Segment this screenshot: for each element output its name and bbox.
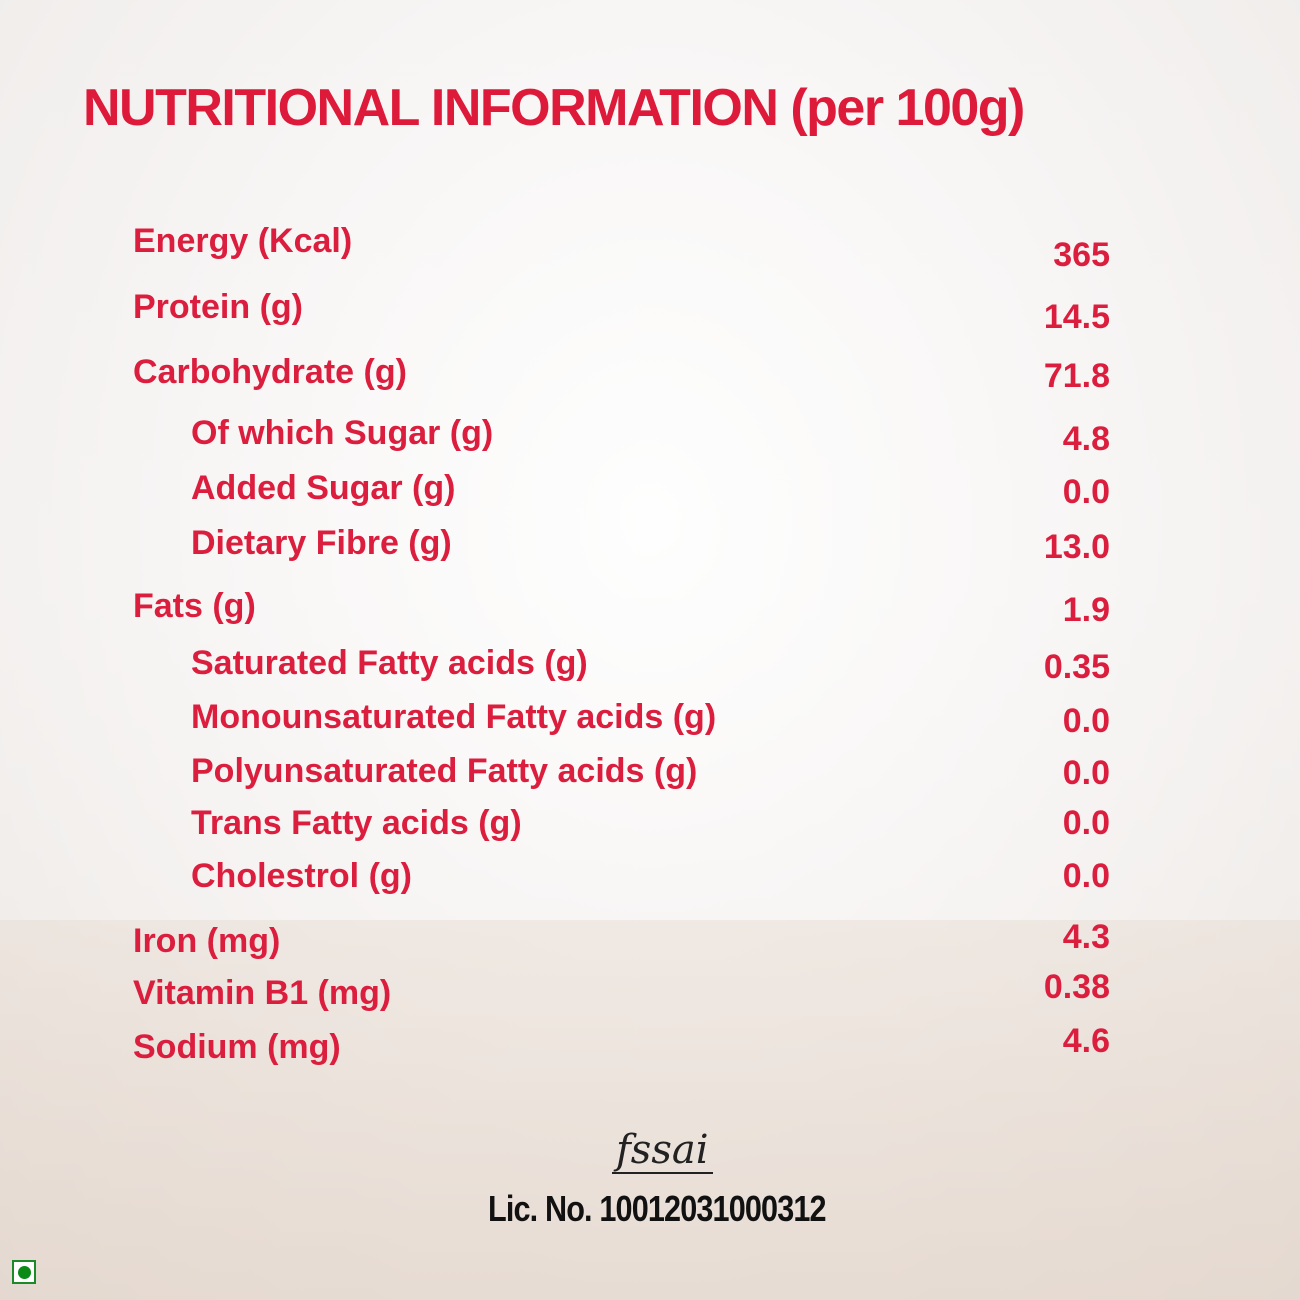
nutrient-label: Iron (mg)	[133, 922, 281, 960]
nutrient-value: 0.38	[1043, 968, 1110, 1006]
background-counter	[0, 920, 1300, 1300]
nutrient-value: 13.0	[1043, 528, 1110, 566]
nutrient-value: 14.5	[1043, 298, 1110, 336]
nutrient-value: 0.0	[1062, 857, 1110, 895]
table-row: Saturated Fatty acids (g) 0.35	[0, 644, 1300, 688]
nutrient-label: Protein (g)	[133, 288, 303, 326]
nutrient-label: Dietary Fibre (g)	[191, 524, 452, 562]
license-number: Lic. No. 10012031000312	[488, 1188, 827, 1229]
nutrient-value: 71.8	[1043, 357, 1110, 395]
table-row: Cholestrol (g) 0.0	[0, 857, 1300, 901]
nutrient-value: 4.6	[1062, 1022, 1110, 1060]
nutrient-value: 0.0	[1062, 473, 1110, 511]
table-row: Protein (g) 14.5	[0, 288, 1300, 336]
nutrient-label: Cholestrol (g)	[191, 857, 412, 895]
nutrient-label: Fats (g)	[133, 587, 256, 625]
table-row: Iron (mg) 4.3	[0, 918, 1300, 966]
nutrient-value: 0.0	[1062, 804, 1110, 842]
table-row: Vitamin B1 (mg) 0.38	[0, 968, 1300, 1018]
nutrient-label: Of which Sugar (g)	[191, 414, 494, 452]
nutrient-value: 4.3	[1062, 918, 1110, 956]
table-row: Polyunsaturated Fatty acids (g) 0.0	[0, 752, 1300, 796]
nutrient-label: Carbohydrate (g)	[133, 353, 407, 391]
veg-mark-icon	[12, 1260, 36, 1284]
table-row: Monounsaturated Fatty acids (g) 0.0	[0, 698, 1300, 742]
nutrient-value: 0.0	[1062, 702, 1110, 740]
table-row: Trans Fatty acids (g) 0.0	[0, 804, 1300, 848]
nutrient-label: Saturated Fatty acids (g)	[191, 644, 588, 682]
nutrient-label: Energy (Kcal)	[133, 222, 353, 260]
nutrient-value: 365	[1053, 236, 1110, 274]
nutrient-label: Polyunsaturated Fatty acids (g)	[191, 752, 698, 790]
table-row: Added Sugar (g) 0.0	[0, 469, 1300, 513]
table-row: Energy (Kcal) 365	[0, 222, 1300, 274]
fssai-logo: fssai	[612, 1128, 713, 1174]
nutrient-label: Monounsaturated Fatty acids (g)	[191, 698, 717, 736]
table-row: Dietary Fibre (g) 13.0	[0, 524, 1300, 568]
page-title: NUTRITIONAL INFORMATION (per 100g)	[83, 79, 1025, 137]
table-row: Sodium (mg) 4.6	[0, 1022, 1300, 1072]
table-row: Carbohydrate (g) 71.8	[0, 353, 1300, 397]
nutrient-label: Vitamin B1 (mg)	[133, 974, 392, 1012]
nutrient-value: 1.9	[1062, 591, 1110, 629]
nutrient-value: 0.0	[1062, 754, 1110, 792]
nutrient-label: Added Sugar (g)	[191, 469, 456, 507]
nutrient-value: 0.35	[1043, 648, 1110, 686]
nutrient-label: Trans Fatty acids (g)	[191, 804, 522, 842]
nutrient-label: Sodium (mg)	[133, 1028, 341, 1066]
nutrient-value: 4.8	[1062, 420, 1110, 458]
table-row: Of which Sugar (g) 4.8	[0, 414, 1300, 458]
table-row: Fats (g) 1.9	[0, 587, 1300, 631]
